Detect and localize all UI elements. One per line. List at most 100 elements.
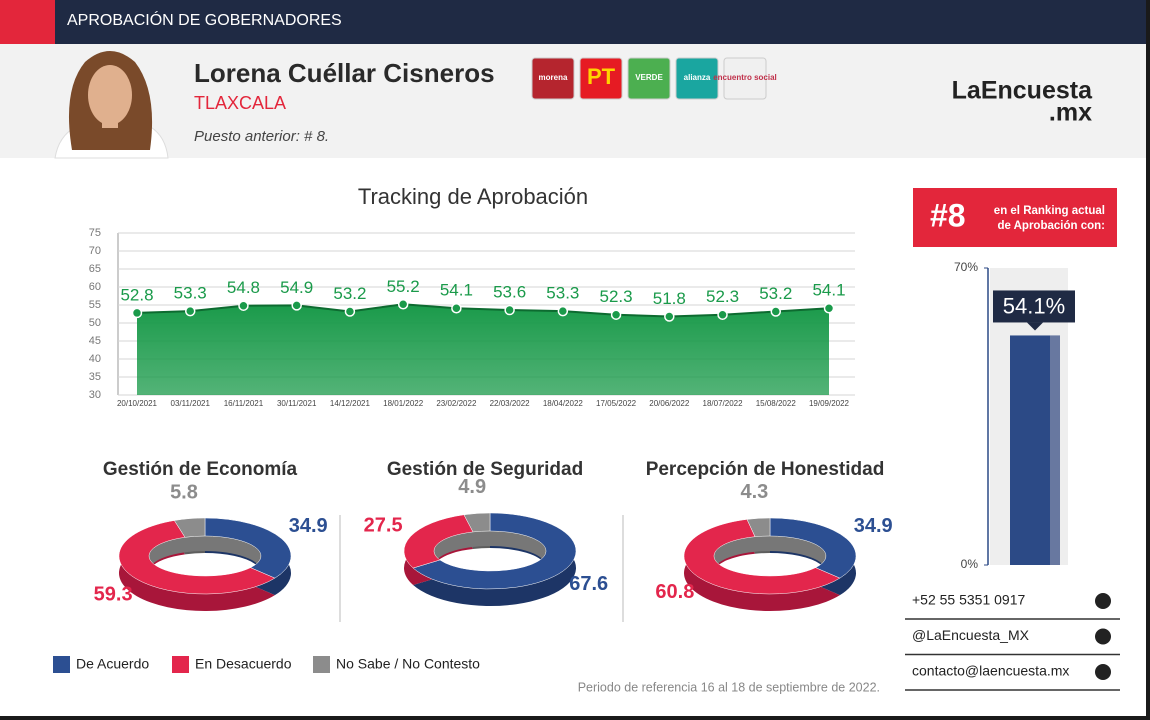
legend-label: De Acuerdo bbox=[76, 656, 149, 672]
value-label: 34.9 bbox=[854, 515, 893, 537]
party-name: VERDE bbox=[635, 73, 663, 82]
section-title: APROBACIÓN DE GOBERNADORES bbox=[67, 10, 342, 29]
point bbox=[557, 305, 569, 317]
x-tick-label: 03/11/2021 bbox=[171, 399, 211, 408]
point bbox=[238, 300, 249, 311]
previous-rank: Puesto anterior: # 8. bbox=[194, 128, 329, 145]
value-label: 4.9 bbox=[458, 476, 486, 498]
y-tick-label: 50 bbox=[89, 317, 101, 329]
legend-swatch bbox=[172, 656, 189, 673]
value-label: 53.3 bbox=[546, 284, 579, 303]
y-tick-label: 45 bbox=[89, 335, 101, 347]
point bbox=[451, 302, 462, 314]
donut-segment bbox=[204, 517, 292, 579]
legend-label: En Desacuerdo bbox=[195, 656, 292, 672]
value-label: 53.3 bbox=[174, 284, 207, 303]
donut-segment bbox=[173, 517, 206, 538]
x-tick-label: 20/10/2021 bbox=[117, 399, 158, 408]
contact-icon bbox=[1095, 593, 1111, 609]
point bbox=[131, 307, 143, 319]
donut-title: Gestión de Seguridad bbox=[387, 459, 583, 480]
value-label: 4.3 bbox=[740, 481, 768, 503]
chart-title: Tracking de Aprobación bbox=[358, 184, 588, 209]
y-tick-label: 35 bbox=[89, 371, 101, 383]
contact: +52 55 5351 0917 bbox=[912, 592, 1025, 608]
rank-caption: de Aprobación con: bbox=[997, 220, 1105, 232]
point bbox=[664, 311, 675, 322]
x-tick-label: 19/09/2022 bbox=[809, 399, 850, 408]
party-logos: morena PT VERDE alianza encuentro social bbox=[531, 57, 777, 100]
x-tick-label: 14/12/2021 bbox=[330, 399, 371, 408]
x-tick-label: 18/07/2022 bbox=[703, 399, 744, 408]
donut-segment bbox=[463, 512, 491, 533]
y-tick-label: 70 bbox=[89, 245, 101, 257]
party-name: alianza bbox=[684, 73, 711, 82]
state: TLAXCALA bbox=[194, 93, 286, 113]
party-logo bbox=[675, 57, 719, 100]
value-label: 52.3 bbox=[600, 287, 633, 306]
party-logo bbox=[579, 57, 623, 100]
donut-title: Gestión de Economía bbox=[103, 459, 298, 480]
donut-wall bbox=[434, 531, 546, 566]
point bbox=[504, 304, 515, 316]
value-label: 54.1% bbox=[1003, 293, 1065, 318]
bar-shade bbox=[1050, 335, 1060, 565]
party-logo bbox=[627, 57, 671, 100]
value-label: 52.8 bbox=[120, 285, 153, 304]
footnote: Periodo de referencia 16 al 18 de septie… bbox=[578, 680, 880, 694]
value-label: 27.5 bbox=[364, 514, 403, 536]
y-tick-label: 55 bbox=[89, 299, 101, 311]
point bbox=[823, 302, 835, 314]
y-tick-label: 30 bbox=[89, 389, 101, 401]
point bbox=[344, 306, 356, 317]
x-tick-label: 20/06/2022 bbox=[649, 399, 690, 408]
donut-segment bbox=[412, 512, 577, 590]
x-tick-label: 30/11/2021 bbox=[277, 399, 317, 408]
contacts: +52 55 5351 0917 @LaEncuesta_MX contacto@l… bbox=[905, 592, 1120, 691]
party-name: PT bbox=[587, 64, 616, 89]
top-bar bbox=[0, 0, 1150, 44]
x-tick-label: 22/03/2022 bbox=[490, 399, 531, 408]
legend-swatch bbox=[313, 656, 330, 673]
value-label: 55.2 bbox=[387, 277, 420, 296]
x-tick-label: 15/08/2022 bbox=[756, 399, 797, 408]
x-tick-label: 16/11/2021 bbox=[224, 399, 264, 408]
contact-icon bbox=[1095, 664, 1111, 680]
y-tick-label: 40 bbox=[89, 353, 101, 365]
legend-swatch bbox=[53, 656, 70, 673]
donut-wall bbox=[149, 536, 261, 571]
donut-title: Percepción de Honestidad bbox=[646, 459, 885, 480]
party-logo bbox=[531, 57, 575, 100]
y-tick-label: 75 bbox=[89, 227, 101, 239]
party-name: encuentro social bbox=[713, 73, 777, 82]
point bbox=[717, 309, 728, 320]
y-tick-label: 65 bbox=[89, 263, 101, 275]
value-label: 5.8 bbox=[170, 481, 198, 503]
rank-box bbox=[913, 188, 1117, 247]
party-name: morena bbox=[539, 73, 568, 82]
bottom-edge bbox=[0, 716, 1150, 720]
brand-suffix: .mx bbox=[1049, 99, 1092, 127]
top-accent bbox=[0, 0, 55, 44]
donut-wall bbox=[714, 536, 826, 571]
point bbox=[397, 299, 409, 310]
contact: @LaEncuesta_MX bbox=[912, 627, 1030, 643]
value-label: 67.6 bbox=[569, 573, 608, 595]
value-label: 59.3 bbox=[94, 583, 133, 605]
point bbox=[184, 305, 196, 317]
value-label: 52.3 bbox=[706, 287, 739, 306]
person-name: Lorena Cuéllar Cisneros bbox=[194, 58, 495, 88]
value-label: 51.8 bbox=[653, 289, 686, 308]
value-box bbox=[993, 290, 1075, 323]
value-label: 54.1 bbox=[440, 281, 473, 300]
area bbox=[137, 304, 829, 395]
value-label: 34.9 bbox=[289, 515, 328, 537]
value-label: 53.2 bbox=[333, 284, 366, 303]
portrait bbox=[54, 51, 169, 159]
rank-caption: en el Ranking actual bbox=[994, 205, 1105, 217]
donut-segment bbox=[769, 517, 857, 579]
party-logo bbox=[723, 57, 767, 100]
line bbox=[136, 303, 830, 318]
